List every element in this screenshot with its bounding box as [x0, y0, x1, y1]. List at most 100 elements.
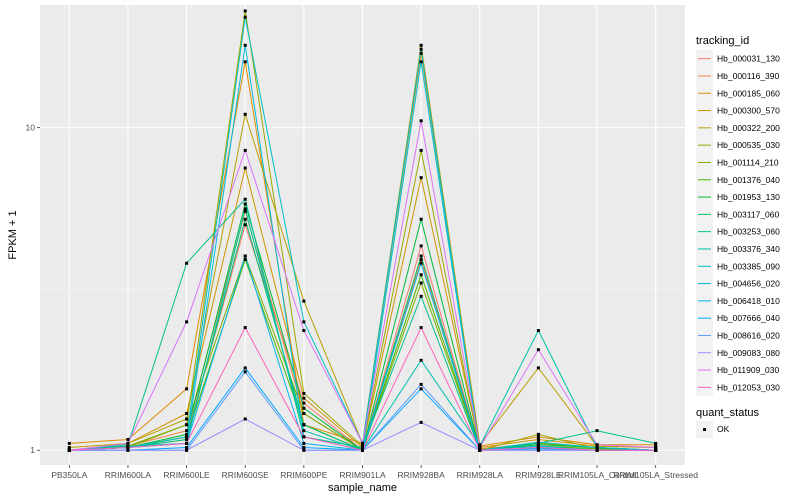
- status-point-marker: [703, 428, 706, 431]
- data-point: [361, 448, 364, 452]
- data-point: [243, 209, 247, 213]
- data-point: [185, 417, 189, 421]
- data-point: [595, 429, 599, 433]
- legend: tracking_id Hb_000031_130Hb_000116_390Hb…: [696, 35, 780, 438]
- data-point: [126, 448, 130, 452]
- y-tick-label: 10: [26, 123, 36, 133]
- data-point: [536, 329, 540, 333]
- legend-label: Hb_000031_130: [717, 54, 780, 64]
- data-point: [243, 207, 247, 211]
- legend-label: Hb_001376_040: [717, 175, 780, 185]
- data-point: [419, 51, 423, 55]
- data-point: [419, 254, 423, 258]
- data-point: [243, 112, 247, 116]
- data-point: [185, 435, 189, 439]
- x-tick-label: RRIM105LA_Control: [558, 470, 637, 480]
- status-legend-title: quant_status: [696, 407, 759, 419]
- data-point: [243, 43, 247, 47]
- data-point: [536, 435, 540, 439]
- data-point: [302, 441, 306, 445]
- data-point: [185, 387, 189, 391]
- legend-label: Hb_004656_020: [717, 279, 780, 289]
- data-point: [243, 148, 247, 152]
- data-point: [302, 320, 306, 324]
- data-point: [419, 326, 423, 330]
- data-point: [536, 445, 540, 449]
- legend-label: Hb_009083_080: [717, 348, 780, 358]
- legend-label: Hb_000185_060: [717, 88, 780, 98]
- x-tick-label: RRIM901LA: [339, 470, 386, 480]
- data-point: [302, 391, 306, 395]
- x-tick-label: RRIM600LA: [105, 470, 152, 480]
- data-point: [595, 443, 599, 447]
- data-point: [126, 441, 130, 445]
- x-tick-label: RRIM600SE: [222, 470, 270, 480]
- data-point: [185, 320, 189, 324]
- x-axis: PB350LA RRIM600LA RRIM600LE RRIM600SE RRIM60…: [51, 465, 698, 480]
- data-point: [185, 441, 189, 445]
- legend-label: Hb_007666_040: [717, 313, 780, 323]
- data-point: [67, 445, 71, 449]
- legend-title: tracking_id: [696, 35, 749, 47]
- y-axis-title: FPKM + 1: [7, 210, 19, 259]
- data-point: [243, 166, 247, 170]
- data-point: [302, 429, 306, 433]
- x-tick-label: RRIM105LA_Stressed: [613, 470, 698, 480]
- data-point: [536, 432, 540, 436]
- data-point: [185, 423, 189, 427]
- legend-label: Hb_001114_210: [717, 157, 779, 167]
- x-tick-label: RRIM600PE: [280, 470, 328, 480]
- legend-label: Hb_000116_390: [717, 71, 780, 81]
- data-point: [302, 401, 306, 405]
- data-points: [67, 9, 658, 452]
- data-point: [243, 9, 247, 13]
- data-point: [243, 370, 247, 374]
- data-point: [243, 417, 247, 421]
- data-point: [536, 448, 540, 452]
- data-point: [419, 281, 423, 285]
- data-point: [536, 348, 540, 352]
- data-point: [419, 258, 423, 262]
- data-point: [302, 329, 306, 333]
- x-tick-label: RRIM928BA: [398, 470, 446, 480]
- data-point: [478, 445, 482, 449]
- data-point: [302, 448, 306, 452]
- data-point: [302, 423, 306, 427]
- data-point: [361, 445, 364, 449]
- data-point: [419, 382, 423, 386]
- data-point: [185, 411, 189, 415]
- legend-label: Hb_000535_030: [717, 140, 780, 150]
- data-point: [419, 273, 423, 277]
- data-point: [126, 445, 130, 449]
- data-point: [654, 448, 658, 452]
- data-point: [478, 448, 482, 452]
- data-point: [419, 119, 423, 123]
- data-point: [302, 406, 306, 410]
- data-point: [243, 254, 247, 258]
- status-legend-label: OK: [717, 424, 730, 434]
- data-point: [419, 148, 423, 152]
- data-point: [185, 429, 189, 433]
- legend-items: Hb_000031_130 Hb_000116_390 Hb_000185_060 H…: [696, 50, 780, 396]
- legend-label: Hb_008616_020: [717, 330, 780, 340]
- legend-label: Hb_003117_060: [717, 209, 780, 219]
- data-point: [536, 437, 540, 441]
- data-point: [595, 445, 599, 449]
- data-point: [302, 299, 306, 303]
- x-axis-title: sample_name: [328, 482, 397, 494]
- data-point: [243, 15, 247, 19]
- data-point: [419, 244, 423, 248]
- data-point: [654, 445, 658, 449]
- legend-label: Hb_000300_570: [717, 106, 780, 116]
- data-point: [243, 197, 247, 201]
- data-point: [419, 176, 423, 180]
- data-point: [243, 202, 247, 206]
- x-tick-label: RRIM600LE: [163, 470, 210, 480]
- legend-label: Hb_011909_030: [717, 365, 780, 375]
- data-point: [302, 396, 306, 400]
- data-point: [302, 411, 306, 415]
- x-tick-label: RRIM928LE: [515, 470, 562, 480]
- data-point: [185, 261, 189, 265]
- data-point: [185, 437, 189, 441]
